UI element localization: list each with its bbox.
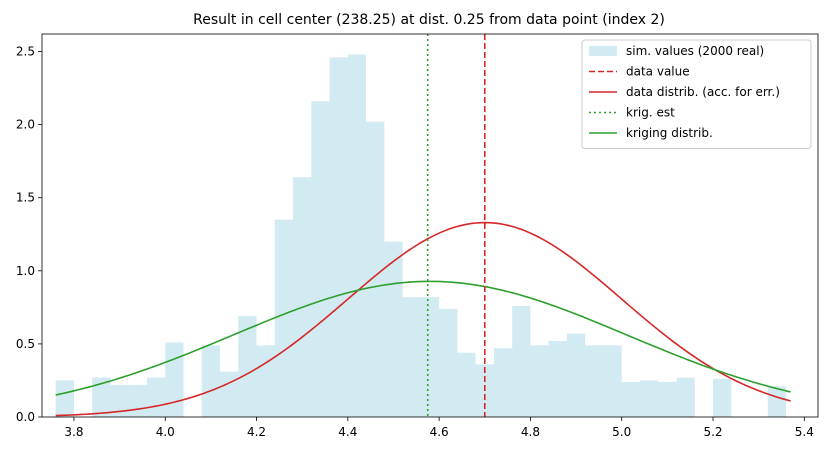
legend-label: krig. est — [626, 106, 675, 120]
histogram-bar — [329, 57, 348, 417]
legend-label: kriging distrib. — [626, 126, 713, 140]
legend-label: data distrib. (acc. for err.) — [626, 85, 780, 99]
x-tick-label: 4.6 — [430, 425, 449, 439]
histogram-bar — [238, 316, 257, 417]
histogram-bar — [493, 348, 513, 417]
histogram-bar — [347, 54, 367, 418]
histogram-bar — [548, 340, 567, 417]
histogram-bar — [621, 381, 640, 417]
histogram-bar — [713, 378, 732, 417]
y-tick-label: 2.5 — [16, 45, 35, 59]
histogram-bar — [165, 342, 184, 417]
histogram-bar — [92, 377, 111, 417]
x-tick-label: 4.4 — [338, 425, 357, 439]
histogram-bar — [585, 345, 604, 417]
curve-kriging-distrib- — [55, 280, 791, 396]
histogram-bar — [603, 345, 622, 417]
y-tick-label: 1.5 — [16, 191, 35, 205]
histogram-bar — [658, 381, 677, 417]
x-tick-label: 5.4 — [795, 425, 814, 439]
legend-label: sim. values (2000 real) — [626, 44, 764, 58]
histogram-bar — [676, 377, 695, 417]
histogram-bar — [457, 352, 476, 417]
histogram-bar — [201, 345, 221, 417]
plot-area: 3.8 4.0 4.2 4.4 4.6 4.8 5.0 5.2 5.4 0.0 0.5 1.0 1.5 2… — [16, 33, 819, 439]
histogram-bar — [439, 308, 458, 417]
histogram-bar — [366, 121, 385, 417]
legend-box — [581, 39, 812, 149]
legend: sim. values (2000 real) data value data di… — [581, 39, 812, 149]
x-tick-label: 4.0 — [156, 425, 175, 439]
histogram-bar — [402, 297, 421, 417]
y-tick-label: 1.0 — [16, 264, 35, 278]
axes-frame — [41, 33, 819, 418]
legend-swatch — [589, 46, 617, 56]
histogram-bar — [274, 219, 294, 417]
histogram-bar — [146, 377, 166, 417]
histogram-bar — [293, 177, 312, 417]
histogram-bar — [530, 345, 549, 417]
chart-title: Result in cell center (238.25) at dist. … — [193, 12, 665, 28]
y-tick-label: 0.0 — [16, 410, 35, 424]
x-tick-label: 4.2 — [247, 425, 266, 439]
histogram-bar — [384, 241, 403, 417]
y-tick-label: 2.0 — [16, 118, 35, 132]
curve-data-distrib-acc-for-err- — [55, 221, 791, 417]
histogram-bar — [767, 386, 787, 417]
histogram-bar — [128, 384, 147, 417]
histogram-bar — [566, 333, 586, 417]
histogram-bar — [512, 305, 531, 417]
histogram-bar — [256, 345, 275, 417]
histogram-bar — [110, 384, 129, 417]
x-tick-label: 5.0 — [612, 425, 631, 439]
histogram-bar — [420, 297, 440, 417]
x-tick-label: 3.8 — [64, 425, 83, 439]
x-tick-label: 5.2 — [703, 425, 722, 439]
y-tick-label: 0.5 — [16, 337, 35, 351]
histogram-bar — [639, 380, 659, 417]
x-tick-label: 4.8 — [521, 425, 540, 439]
histogram-bar — [55, 380, 74, 417]
histogram-bar — [220, 371, 239, 417]
legend-label: data value — [626, 65, 690, 79]
histogram-bar — [311, 101, 330, 418]
